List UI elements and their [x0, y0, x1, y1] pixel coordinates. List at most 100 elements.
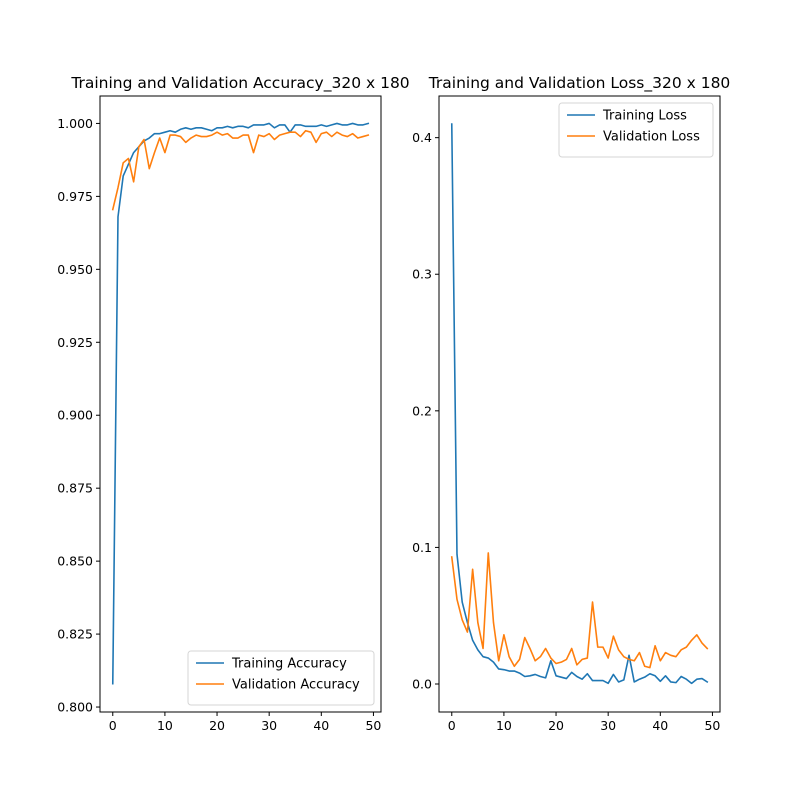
loss-series-1-point: [576, 664, 578, 666]
accuracy-series-line-0: [111, 122, 370, 685]
loss-series-0-point: [503, 669, 505, 671]
accuracy-series-1-point: [138, 146, 140, 148]
accuracy-series-1-point: [274, 139, 276, 141]
loss-series-0-point: [540, 676, 542, 678]
accuracy-series-0-point: [133, 152, 135, 154]
accuracy-x-tick-label: 20: [209, 718, 225, 733]
accuracy-series-1-point: [284, 133, 286, 135]
accuracy-series-0-point: [221, 127, 223, 129]
accuracy-series-1-point: [154, 152, 156, 154]
loss-y-tick-label: 0.3: [412, 267, 432, 282]
loss-series-1-point: [696, 634, 698, 636]
loss-series-0-point: [534, 674, 536, 676]
accuracy-series-0-point: [232, 127, 234, 129]
accuracy-series-0-point: [185, 127, 187, 129]
loss-series-0-point: [691, 683, 693, 685]
accuracy-series-0-point: [148, 137, 150, 139]
accuracy-series-0-point: [294, 124, 296, 126]
accuracy-series-0-point: [216, 127, 218, 129]
loss-series-1-point: [613, 635, 615, 637]
accuracy-series-1-point: [227, 133, 229, 135]
loss-series-1-point: [602, 646, 604, 648]
loss-series-0-point: [508, 670, 510, 672]
loss-x-tick-label: 10: [496, 718, 512, 733]
accuracy-series-0-point: [253, 124, 255, 126]
accuracy-series-0-point: [122, 175, 124, 177]
accuracy-series-1-point: [175, 134, 177, 136]
loss-series-1-point: [680, 649, 682, 651]
loss-legend: Training Loss Validation Loss: [558, 102, 714, 158]
accuracy-series-1-point: [180, 136, 182, 138]
accuracy-series-1-point: [216, 131, 218, 133]
accuracy-series-1-point: [242, 134, 244, 136]
accuracy-series-1-point: [310, 131, 312, 133]
loss-axes-frame: [438, 95, 721, 713]
accuracy-series-1-point: [258, 134, 260, 136]
accuracy-series-1-point: [268, 133, 270, 135]
accuracy-y-tick-label: 0.850: [57, 554, 93, 569]
loss-series-line-1: [450, 552, 709, 669]
accuracy-axes-frame: [99, 95, 382, 713]
accuracy-series-1-point: [263, 136, 265, 138]
loss-series-1-point: [524, 637, 526, 639]
accuracy-series-1-point: [232, 137, 234, 139]
accuracy-series-1-point: [159, 137, 161, 139]
loss-series-1-point: [493, 622, 495, 624]
loss-series-0-point: [633, 681, 635, 683]
accuracy-x-tick-label: 50: [365, 718, 381, 733]
accuracy-series-0-point: [175, 131, 177, 133]
loss-series-1-point: [592, 601, 594, 603]
loss-series-1-point: [633, 660, 635, 662]
loss-x-tick-label: 30: [600, 718, 616, 733]
accuracy-series-1-point: [357, 137, 359, 139]
loss-series-0-point: [602, 680, 604, 682]
loss-series-1-point: [467, 631, 469, 633]
loss-series-0-point: [660, 680, 662, 682]
loss-series-0-point: [550, 660, 552, 662]
loss-x-axis: 0 10 20 30 40 50: [448, 712, 720, 733]
accuracy-series-0-point: [201, 127, 203, 129]
accuracy-series-0-point: [211, 130, 213, 132]
accuracy-x-tick-label: 30: [261, 718, 277, 733]
accuracy-y-tick-label: 0.900: [57, 408, 93, 423]
loss-legend-box: [558, 102, 714, 158]
loss-series-0-point: [618, 681, 620, 683]
loss-series-0-point: [576, 676, 578, 678]
loss-series-1-point: [607, 657, 609, 659]
loss-series-1-point: [503, 634, 505, 636]
accuracy-series-0-point: [321, 124, 323, 126]
accuracy-series-0-point: [154, 133, 156, 135]
loss-series-0-point: [545, 677, 547, 679]
accuracy-x-tick-label: 40: [313, 718, 329, 733]
loss-series-1-point: [670, 655, 672, 657]
loss-series-0-point: [451, 123, 453, 125]
loss-x-tick-label: 50: [704, 718, 720, 733]
loss-series-1-point: [644, 665, 646, 667]
loss-series-0-point: [607, 683, 609, 685]
accuracy-series-0-point: [347, 124, 349, 126]
accuracy-series-1-point: [185, 142, 187, 144]
loss-series-1-point: [566, 659, 568, 661]
loss-series-1-point: [555, 663, 557, 665]
accuracy-series-1-point: [206, 136, 208, 138]
accuracy-series-1-point: [195, 134, 197, 136]
accuracy-series-0-point: [341, 124, 343, 126]
accuracy-series-0-point: [112, 683, 114, 685]
accuracy-series-0-point: [164, 131, 166, 133]
accuracy-chart: Training and Validation Accuracy_320 x 1…: [57, 74, 409, 733]
loss-series-1-point: [649, 667, 651, 669]
accuracy-series-1-point: [300, 136, 302, 138]
loss-chart: Training and Validation Loss_320 x 180 0…: [412, 74, 730, 733]
accuracy-series-1-point: [289, 131, 291, 133]
loss-series-0-point: [581, 678, 583, 680]
loss-series-0-point: [571, 672, 573, 674]
loss-series-0-point: [482, 656, 484, 658]
loss-series-1-point: [628, 659, 630, 661]
accuracy-series-1-point: [367, 134, 369, 136]
loss-series-1-point: [623, 656, 625, 658]
accuracy-series-1-point: [148, 168, 150, 170]
accuracy-series-0-point: [352, 123, 354, 125]
accuracy-series-0-point: [227, 126, 229, 128]
loss-series-0-point: [628, 655, 630, 657]
loss-series-0-point: [587, 673, 589, 675]
